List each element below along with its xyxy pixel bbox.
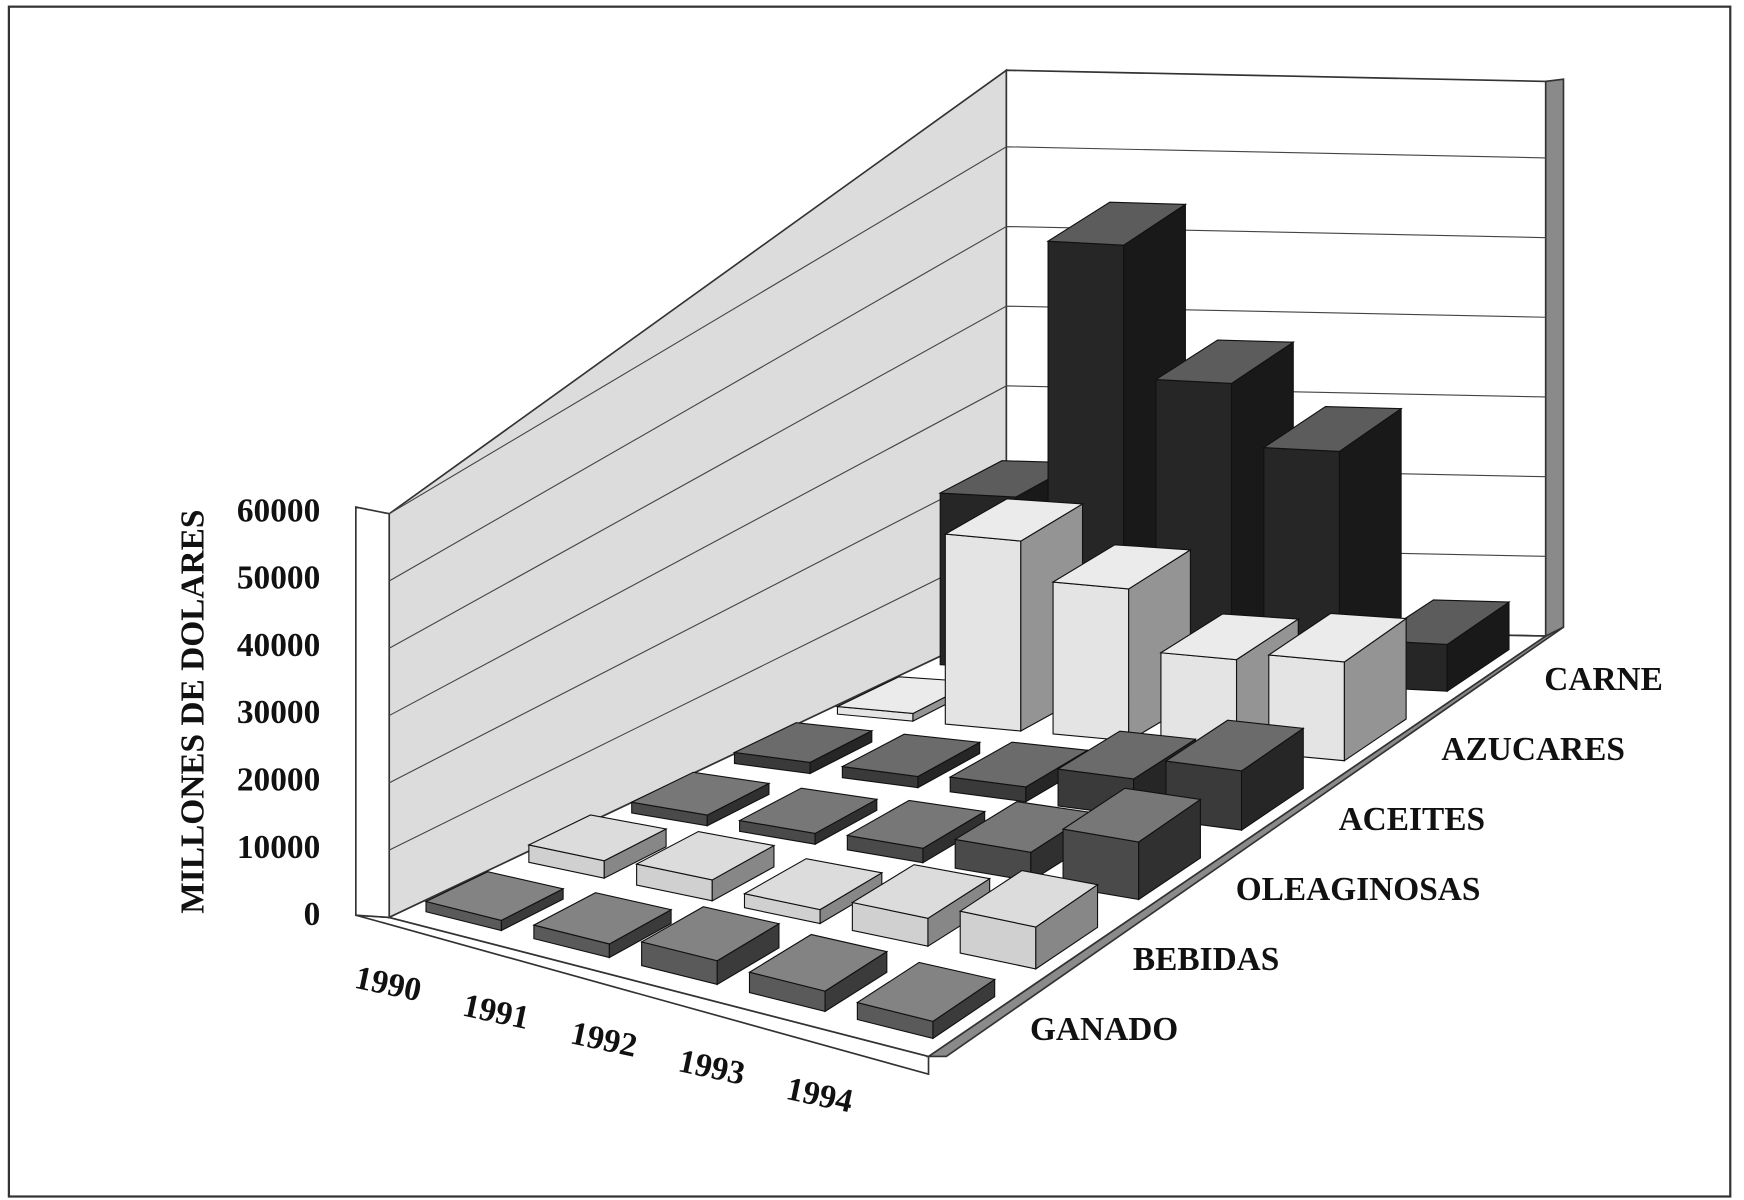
bar bbox=[742, 858, 884, 925]
bar-top bbox=[1046, 201, 1188, 246]
bar bbox=[527, 814, 668, 880]
x-tick-label: 1990 bbox=[352, 959, 425, 1009]
bar-top bbox=[629, 771, 771, 816]
grid-line bbox=[388, 146, 1546, 515]
series-label: AZUCARES bbox=[1441, 731, 1625, 768]
bar-top bbox=[742, 858, 884, 911]
bar-top bbox=[958, 869, 1099, 928]
series-label: ACEITES bbox=[1339, 801, 1485, 838]
y-tick-label: 20000 bbox=[237, 762, 320, 799]
x-tick-label: 1992 bbox=[567, 1015, 640, 1065]
bar-top bbox=[748, 933, 889, 992]
bar-front bbox=[944, 533, 1022, 732]
bar bbox=[732, 722, 874, 775]
x-tick-label: 1993 bbox=[675, 1042, 748, 1092]
frame bbox=[7, 5, 1732, 1198]
bar-top bbox=[1056, 730, 1198, 780]
grid-line bbox=[388, 385, 1546, 717]
bar-top bbox=[840, 733, 982, 778]
bar bbox=[532, 892, 673, 959]
y-tick-label: 50000 bbox=[237, 560, 320, 597]
bar bbox=[1061, 787, 1202, 901]
bar-top bbox=[1164, 719, 1305, 772]
bar-top bbox=[1154, 339, 1296, 384]
bar-top bbox=[732, 722, 874, 763]
bar bbox=[737, 787, 879, 846]
y-tick-label: 0 bbox=[304, 896, 321, 933]
series-label: GANADO bbox=[1030, 1011, 1178, 1048]
bar bbox=[850, 864, 992, 948]
series-label: CARNE bbox=[1544, 661, 1663, 698]
bar-top bbox=[850, 864, 992, 919]
bar bbox=[748, 933, 889, 1013]
bar-top bbox=[1159, 613, 1300, 661]
left-wall-edge bbox=[355, 506, 391, 919]
bar-top bbox=[948, 741, 1090, 788]
bar-top bbox=[1051, 544, 1193, 590]
grid-line bbox=[388, 225, 1546, 582]
bar-top bbox=[1061, 787, 1202, 843]
bar-top bbox=[424, 871, 565, 921]
x-tick-label: 1991 bbox=[460, 987, 533, 1037]
bar-top bbox=[943, 498, 1085, 542]
bar-front bbox=[1052, 581, 1130, 742]
plot: 0 10000 20000 30000 40000 50000 60000 MILLONES … bbox=[7, 5, 1732, 1198]
bar-top bbox=[640, 906, 781, 962]
bar-top bbox=[532, 892, 673, 945]
bar-top bbox=[1267, 612, 1408, 663]
bar bbox=[424, 871, 565, 932]
bar bbox=[845, 799, 987, 864]
y-tick-label: 60000 bbox=[237, 492, 320, 529]
bar bbox=[958, 869, 1099, 970]
bar bbox=[629, 771, 771, 827]
y-axis-title: MILLONES DE DOLARES bbox=[174, 510, 211, 914]
y-tick-label: 10000 bbox=[237, 829, 320, 866]
bar bbox=[640, 906, 781, 986]
series-label: OLEAGINOSAS bbox=[1236, 871, 1481, 908]
x-tick-label: 1994 bbox=[783, 1070, 856, 1120]
grid-line bbox=[388, 305, 1546, 649]
back-wall-side bbox=[1544, 78, 1565, 638]
bar bbox=[855, 961, 997, 1040]
bar-top bbox=[855, 961, 997, 1022]
y-tick-label: 30000 bbox=[237, 694, 320, 731]
y-tick-label: 40000 bbox=[237, 627, 320, 664]
series-label: BEBIDAS bbox=[1133, 941, 1279, 978]
bar-top bbox=[1262, 405, 1403, 453]
bar-top bbox=[737, 787, 879, 835]
bar bbox=[840, 733, 982, 789]
bar-top bbox=[634, 830, 776, 881]
bar bbox=[634, 830, 776, 902]
bar-top bbox=[845, 799, 987, 849]
bar-top bbox=[527, 814, 668, 862]
